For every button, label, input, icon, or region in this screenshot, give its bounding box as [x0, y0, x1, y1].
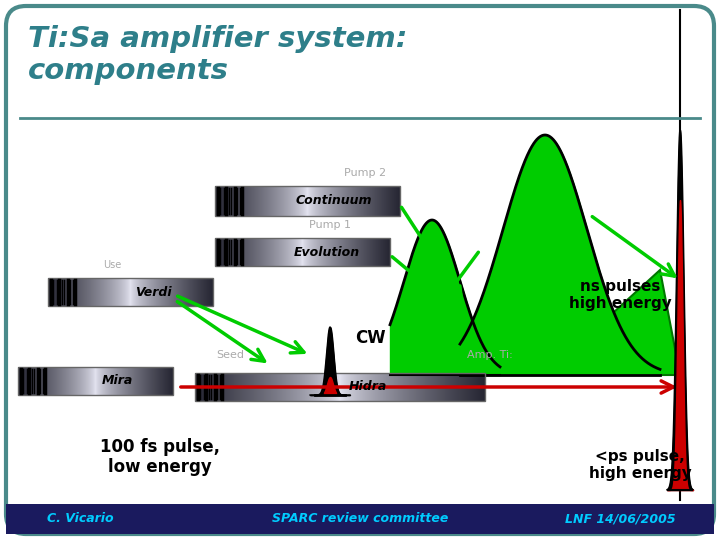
Polygon shape — [545, 270, 680, 375]
Text: ns pulses
high energy: ns pulses high energy — [569, 279, 671, 311]
Bar — [48, 278, 213, 306]
Text: Verdi: Verdi — [135, 286, 172, 299]
Bar — [195, 373, 485, 401]
FancyBboxPatch shape — [6, 6, 714, 534]
Text: <ps pulse,
high energy: <ps pulse, high energy — [589, 449, 691, 481]
Text: Use: Use — [103, 260, 121, 270]
Bar — [215, 186, 400, 216]
Text: Amp. Ti:: Amp. Ti: — [467, 350, 513, 360]
Text: Evolution: Evolution — [294, 246, 360, 259]
Text: C. Vicario: C. Vicario — [47, 512, 113, 525]
Text: Pump 1: Pump 1 — [309, 220, 351, 230]
Bar — [6, 504, 714, 534]
Text: Ti:Sa amplifier system:
components: Ti:Sa amplifier system: components — [28, 25, 408, 85]
Bar — [18, 367, 173, 395]
Text: Pump 2: Pump 2 — [344, 168, 386, 178]
Text: CW: CW — [355, 329, 386, 347]
Bar — [215, 238, 390, 266]
Text: 100 fs pulse,
low energy: 100 fs pulse, low energy — [100, 437, 220, 476]
Text: Seed: Seed — [216, 350, 244, 360]
Text: Mira: Mira — [102, 375, 132, 388]
Text: SPARC review committee: SPARC review committee — [272, 512, 448, 525]
Text: LNF 14/06/2005: LNF 14/06/2005 — [564, 512, 675, 525]
Text: Continuum: Continuum — [295, 194, 372, 207]
Text: Hidra: Hidra — [348, 381, 387, 394]
FancyBboxPatch shape — [6, 504, 714, 534]
